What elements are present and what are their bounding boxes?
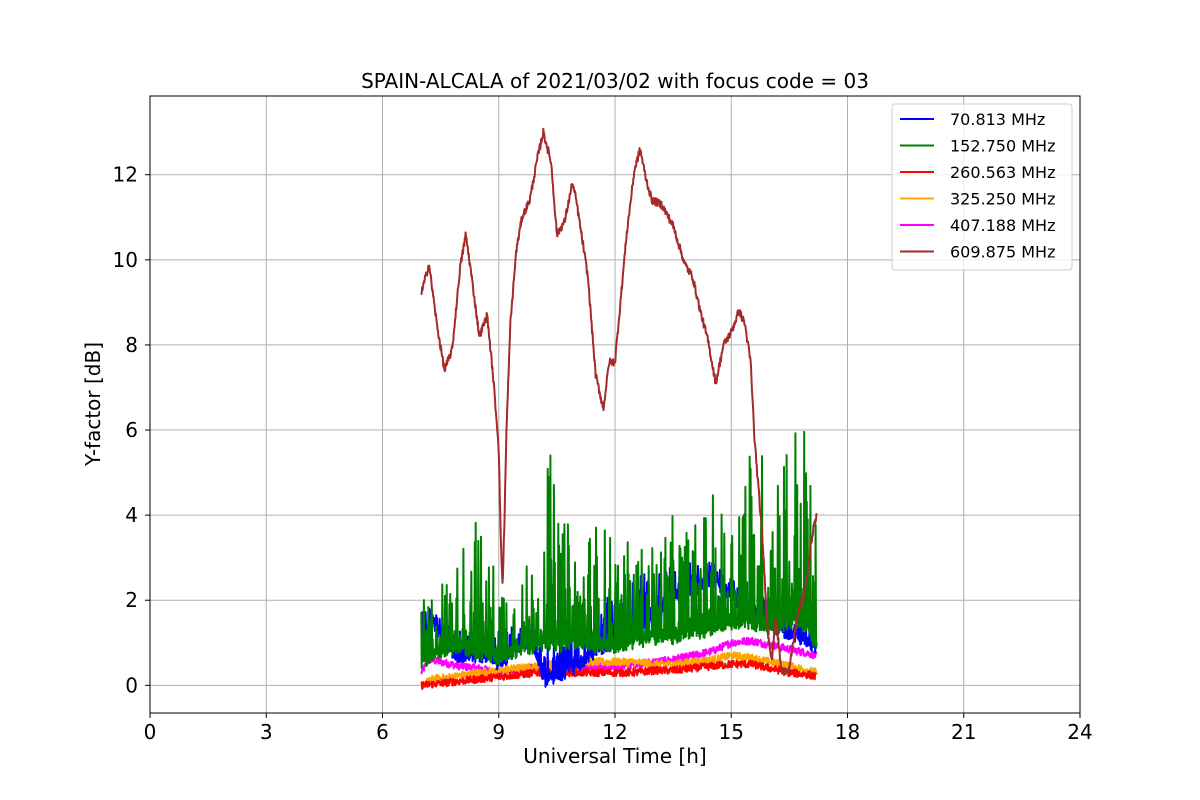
x-tick-label: 12 <box>602 720 627 744</box>
chart-title: SPAIN-ALCALA of 2021/03/02 with focus co… <box>361 69 869 93</box>
x-tick-label: 0 <box>144 720 157 744</box>
y-tick-label: 0 <box>125 673 138 697</box>
x-tick-label: 6 <box>376 720 389 744</box>
legend-label: 260.563 MHz <box>950 163 1055 182</box>
x-tick-label: 24 <box>1067 720 1092 744</box>
y-tick-label: 4 <box>125 503 138 527</box>
plot-lines <box>420 127 818 690</box>
y-tick-label: 10 <box>113 248 138 272</box>
y-tick-label: 8 <box>125 333 138 357</box>
legend-label: 407.188 MHz <box>950 216 1055 235</box>
legend-label: 152.750 MHz <box>950 137 1055 156</box>
series-line <box>420 659 818 690</box>
y-tick-label: 12 <box>113 163 138 187</box>
series-line <box>420 651 818 689</box>
legend-label: 325.250 MHz <box>950 190 1055 209</box>
x-axis-label: Universal Time [h] <box>523 744 706 768</box>
x-tick-label: 21 <box>951 720 976 744</box>
legend-box <box>891 103 1073 271</box>
legend-label: 70.813 MHz <box>950 110 1045 129</box>
x-tick-label: 3 <box>260 720 273 744</box>
x-tick-label: 9 <box>492 720 505 744</box>
series-line <box>420 127 818 676</box>
y-tick-label: 2 <box>125 588 138 612</box>
x-tick-label: 15 <box>719 720 744 744</box>
x-tick-label: 18 <box>835 720 860 744</box>
y-tick-label: 6 <box>125 418 138 442</box>
series-line <box>420 430 818 669</box>
y-axis-label: Y-factor [dB] <box>81 342 105 467</box>
legend: 70.813 MHz 152.750 MHz 260.563 MHz 325.250 … <box>891 103 1073 271</box>
legend-label: 609.875 MHz <box>950 243 1055 262</box>
